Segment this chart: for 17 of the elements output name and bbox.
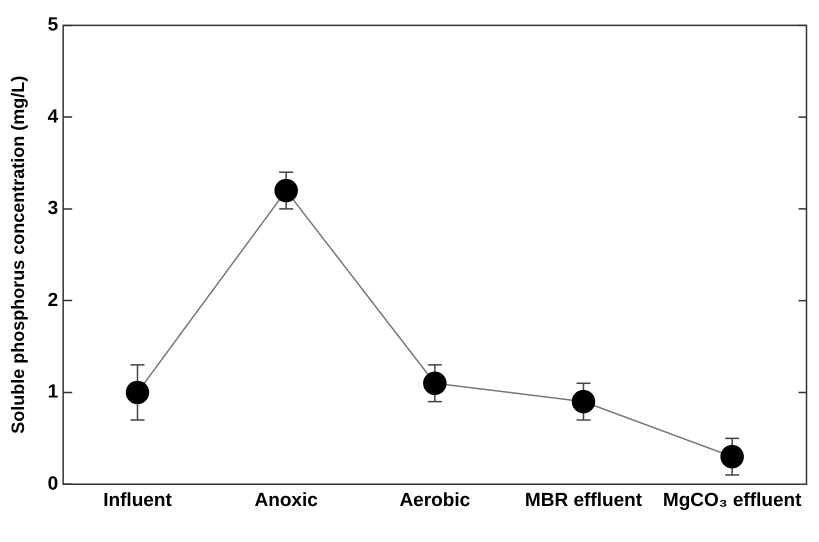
y-tick-label: 4 xyxy=(48,106,59,128)
y-tick-label: 1 xyxy=(48,382,59,403)
point xyxy=(720,444,744,468)
point xyxy=(126,380,150,404)
x-tick-label: MBR effluent xyxy=(524,490,643,511)
x-tick-label: Anoxic xyxy=(254,490,318,511)
point xyxy=(423,372,447,396)
y-tick-label: 2 xyxy=(48,290,58,311)
x-tick-label: MgCO₃ effluent xyxy=(662,490,802,511)
y-tick-label: 0 xyxy=(48,473,58,494)
x-tick-label: Influent xyxy=(103,490,172,511)
point xyxy=(572,390,596,414)
y-axis-title: Soluble phosphorus concentration (mg/L) xyxy=(8,76,28,434)
y-tick-label: 5 xyxy=(48,14,59,36)
point xyxy=(274,178,298,202)
y-tick-label: 3 xyxy=(48,198,58,220)
x-tick-label: Aerobic xyxy=(399,490,471,511)
